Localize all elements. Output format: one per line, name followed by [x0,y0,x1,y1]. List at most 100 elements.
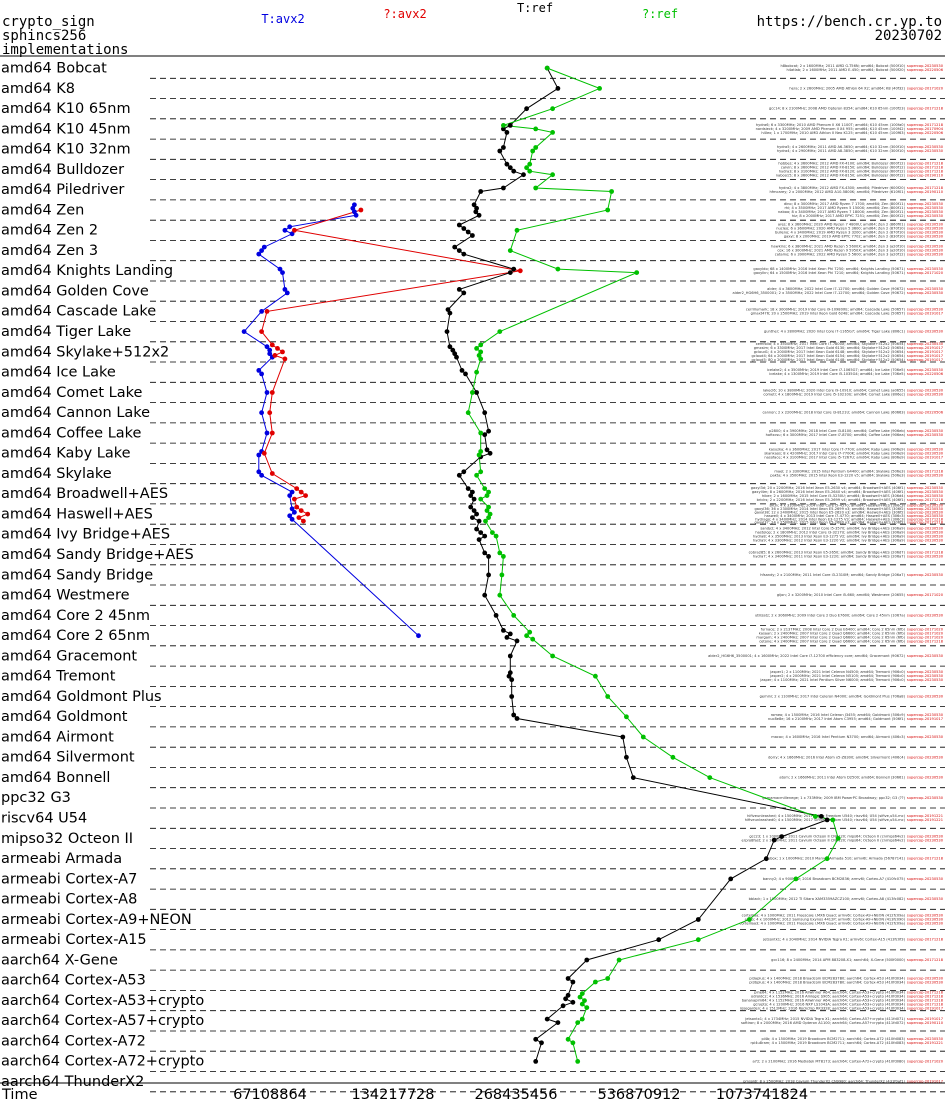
supercop-version-link[interactable]: supercop-20230530 [907,897,944,901]
supercop-version-link[interactable]: supercop-20230530 [907,433,944,437]
supercop-version-link[interactable]: supercop-20230530 [907,145,944,149]
supercop-version-link[interactable]: supercop-20230530 [907,330,944,334]
supercop-version-link[interactable]: supercop-20171020 [907,636,944,640]
supercop-version-link[interactable]: supercop-20230530 [907,526,944,530]
supercop-version-link[interactable]: supercop-20191221 [907,1041,943,1045]
supercop-version-link[interactable]: supercop-20230530 [907,980,944,984]
supercop-version-link[interactable]: supercop-20191221 [907,814,943,818]
supercop-version-link[interactable]: supercop-20191017 [907,717,943,721]
supercop-version-link[interactable]: supercop-20230530 [907,1037,944,1041]
supercop-version-link[interactable]: supercop-20230530 [907,287,944,291]
supercop-version-link[interactable]: supercop-20230530 [907,510,944,514]
supercop-version-link[interactable]: supercop-20230530 [907,573,944,577]
supercop-version-link[interactable]: supercop-20230530 [907,922,944,926]
supercop-version-link[interactable]: supercop-20230530 [907,494,944,498]
supercop-version-link[interactable]: supercop-20220506 [907,372,944,376]
supercop-version-link[interactable]: supercop-20191221 [907,818,943,822]
supercop-version-link[interactable]: supercop-20230530 [907,503,944,507]
supercop-version-link[interactable]: supercop-20230530 [907,735,944,739]
supercop-version-link[interactable]: supercop-20230530 [907,796,944,800]
supercop-version-link[interactable]: supercop-20230530 [907,249,944,253]
supercop-version-link[interactable]: supercop-20171218 [907,186,944,190]
supercop-version-link[interactable]: supercop-20171218 [907,170,944,174]
supercop-version-link[interactable]: supercop-20171218 [907,991,944,995]
supercop-version-link[interactable]: supercop-20230530 [907,538,944,542]
supercop-version-link[interactable]: supercop-20230530 [907,210,944,214]
supercop-version-link[interactable]: supercop-20190110 [907,174,944,178]
supercop-version-link[interactable]: supercop-20171218 [907,123,944,127]
supercop-version-link[interactable]: supercop-20190110 [907,190,944,194]
supercop-version-link[interactable]: supercop-20220506 [907,411,944,415]
supercop-version-link[interactable]: supercop-20171020 [907,632,944,636]
supercop-version-link[interactable]: supercop-20230530 [907,342,944,346]
supercop-version-link[interactable]: supercop-20230530 [907,230,944,234]
supercop-version-link[interactable]: supercop-20230530 [907,834,944,838]
supercop-version-link[interactable]: supercop-20171218 [907,958,944,962]
supercop-version-link[interactable]: supercop-20230530 [907,490,944,494]
supercop-version-link[interactable]: supercop-20171218 [907,995,944,999]
supercop-version-link[interactable]: supercop-20230530 [907,149,944,153]
source-url[interactable]: https://bench.cr.yp.to [756,14,942,30]
supercop-version-link[interactable]: supercop-20191017 [907,311,943,315]
supercop-version-link[interactable]: supercop-20230530 [907,214,944,218]
supercop-version-link[interactable]: supercop-20230530 [907,307,944,311]
supercop-version-link[interactable]: supercop-20171218 [907,857,944,861]
supercop-version-link[interactable]: supercop-20230530 [907,368,944,372]
supercop-version-link[interactable]: supercop-20171020 [907,271,944,275]
supercop-version-link[interactable]: supercop-20230530 [907,486,944,490]
supercop-version-link[interactable]: supercop-20230530 [907,713,944,717]
supercop-version-link[interactable]: supercop-20191017 [907,358,943,362]
supercop-version-link[interactable]: supercop-20191017 [907,350,943,354]
supercop-version-link[interactable]: supercop-20230530 [907,776,944,780]
supercop-version-link[interactable]: supercop-20230530 [907,507,944,511]
supercop-version-link[interactable]: supercop-20230530 [907,451,944,455]
supercop-version-link[interactable]: supercop-20171218 [907,498,944,502]
supercop-version-link[interactable]: supercop-20191017 [907,1007,943,1011]
supercop-version-link[interactable]: supercop-20230530 [907,674,944,678]
supercop-version-link[interactable]: supercop-20171020 [907,628,944,632]
supercop-version-link[interactable]: supercop-20220506 [907,131,944,135]
supercop-version-link[interactable]: supercop-20230530 [907,226,944,230]
supercop-version-link[interactable]: supercop-20191017 [907,1080,943,1084]
supercop-version-link[interactable]: supercop-20171218 [907,521,944,525]
supercop-version-link[interactable]: supercop-20230530 [907,976,944,980]
supercop-version-link[interactable]: supercop-20230530 [907,678,944,682]
supercop-version-link[interactable]: supercop-20191017 [907,455,943,459]
supercop-version-link[interactable]: supercop-20230530 [907,838,944,842]
supercop-version-link[interactable]: supercop-20230530 [907,474,944,478]
supercop-version-link[interactable]: supercop-20230530 [907,877,944,881]
supercop-version-link[interactable]: supercop-20230530 [907,918,944,922]
supercop-version-link[interactable]: supercop-20220506 [907,68,944,72]
supercop-version-link[interactable]: supercop-20170904 [907,127,944,131]
supercop-version-link[interactable]: supercop-20230530 [907,530,944,534]
supercop-version-link[interactable]: supercop-20230530 [907,555,944,559]
supercop-version-link[interactable]: supercop-20230530 [907,222,944,226]
supercop-version-link[interactable]: supercop-20191017 [907,1017,943,1021]
supercop-version-link[interactable]: supercop-20191017 [907,354,943,358]
supercop-version-link[interactable]: supercop-20230530 [907,654,944,658]
supercop-version-link[interactable]: supercop-20230530 [907,291,944,295]
supercop-version-link[interactable]: supercop-20190110 [907,1021,944,1025]
supercop-version-link[interactable]: supercop-20230530 [907,202,944,206]
supercop-version-link[interactable]: supercop-20230530 [907,267,944,271]
supercop-version-link[interactable]: supercop-20230530 [907,447,944,451]
supercop-version-link[interactable]: supercop-20230530 [907,64,944,68]
supercop-version-link[interactable]: supercop-20230530 [907,914,944,918]
supercop-version-link[interactable]: supercop-20230530 [907,253,944,257]
supercop-version-link[interactable]: supercop-20171020 [907,1059,944,1063]
supercop-version-link[interactable]: supercop-20171218 [907,107,944,111]
supercop-version-link[interactable]: supercop-20230530 [907,389,944,393]
supercop-version-link[interactable]: supercop-20171218 [907,470,944,474]
supercop-version-link[interactable]: supercop-20230530 [907,670,944,674]
supercop-version-link[interactable]: supercop-20171218 [907,999,944,1003]
supercop-version-link[interactable]: supercop-20230530 [907,429,944,433]
supercop-version-link[interactable]: supercop-20171218 [907,938,944,942]
supercop-version-link[interactable]: supercop-20171218 [907,640,944,644]
supercop-version-link[interactable]: supercop-20230530 [907,206,944,210]
supercop-version-link[interactable]: supercop-20230530 [907,245,944,249]
supercop-version-link[interactable]: supercop-20171218 [907,162,944,166]
supercop-version-link[interactable]: supercop-20230530 [907,755,944,759]
supercop-version-link[interactable]: supercop-20230530 [907,393,944,397]
supercop-version-link[interactable]: supercop-20230530 [907,695,944,699]
supercop-version-link[interactable]: supercop-20230530 [907,613,944,617]
